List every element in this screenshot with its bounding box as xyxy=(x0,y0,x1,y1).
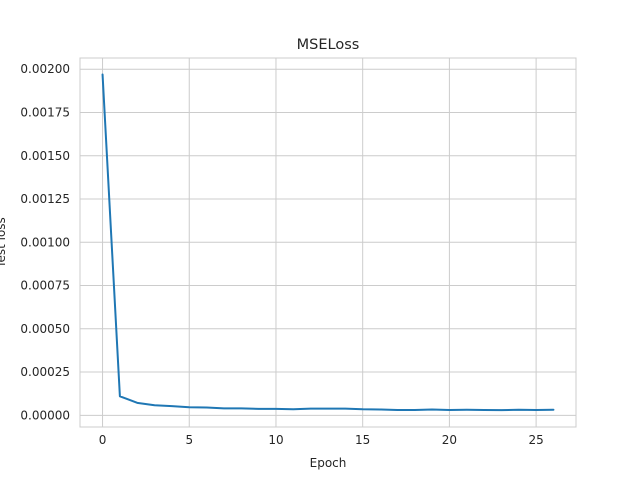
y-tick-label: 0.00150 xyxy=(20,149,70,163)
x-tick-label: 0 xyxy=(99,433,107,447)
y-tick-label: 0.00050 xyxy=(20,322,70,336)
x-tick-labels: 0 5 10 15 20 25 xyxy=(99,433,544,447)
chart-title: MSELoss xyxy=(297,37,360,53)
y-tick-label: 0.00025 xyxy=(20,365,70,379)
y-tick-label: 0.00175 xyxy=(20,106,70,120)
grid xyxy=(80,58,576,427)
x-axis-label: Epoch xyxy=(310,456,347,470)
x-tick-label: 20 xyxy=(442,433,457,447)
y-axis-label: Test loss xyxy=(0,217,8,269)
y-tick-label: 0.00000 xyxy=(20,408,70,422)
x-tick-label: 15 xyxy=(355,433,370,447)
y-tick-label: 0.00075 xyxy=(20,279,70,293)
y-tick-label: 0.00100 xyxy=(20,235,70,249)
x-tick-label: 25 xyxy=(528,433,543,447)
y-tick-label: 0.00125 xyxy=(20,192,70,206)
y-tick-label: 0.00200 xyxy=(20,62,70,76)
x-tick-label: 10 xyxy=(268,433,283,447)
x-tick-label: 5 xyxy=(185,433,193,447)
y-tick-labels: 0.00000 0.00025 0.00050 0.00075 0.00100 0.001… xyxy=(20,62,70,422)
